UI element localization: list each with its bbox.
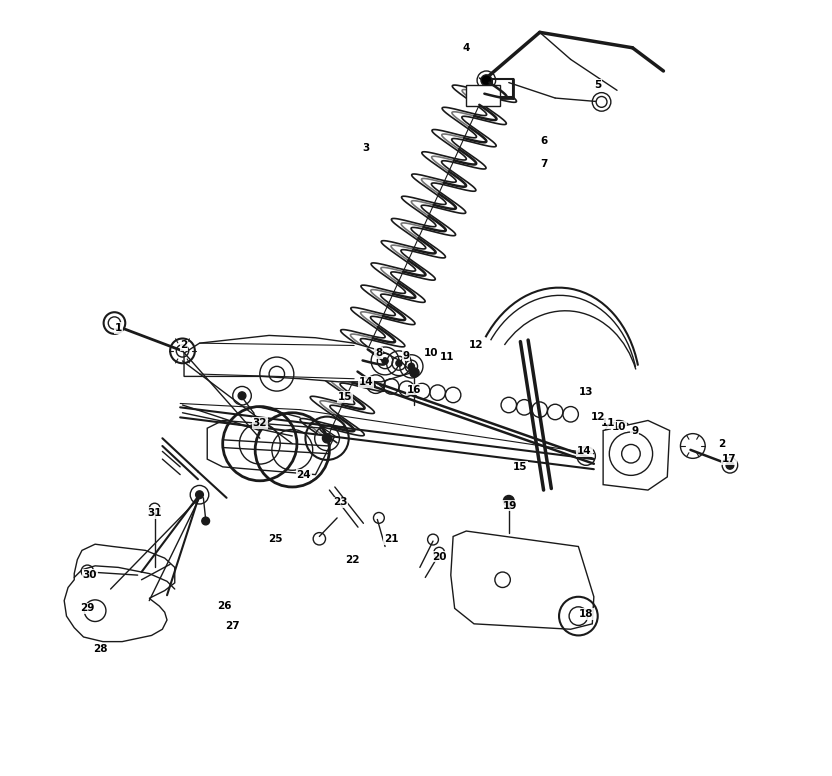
Text: 17: 17 xyxy=(722,454,736,464)
Text: 8: 8 xyxy=(375,348,383,359)
Text: 5: 5 xyxy=(594,80,602,90)
Circle shape xyxy=(616,431,622,438)
Polygon shape xyxy=(207,421,334,475)
Text: 10: 10 xyxy=(424,348,438,359)
Text: 28: 28 xyxy=(93,644,108,654)
Polygon shape xyxy=(451,531,594,629)
Text: 11: 11 xyxy=(601,417,615,428)
Text: 2: 2 xyxy=(718,438,725,449)
Text: 6: 6 xyxy=(540,136,547,146)
Circle shape xyxy=(104,312,126,334)
Text: 20: 20 xyxy=(432,552,447,562)
Text: 31: 31 xyxy=(147,508,162,518)
Polygon shape xyxy=(64,544,175,642)
Text: 10: 10 xyxy=(612,421,626,431)
Polygon shape xyxy=(603,421,670,490)
Text: 7: 7 xyxy=(540,159,547,168)
Text: 19: 19 xyxy=(503,501,518,511)
Circle shape xyxy=(597,96,607,107)
Text: 3: 3 xyxy=(362,144,369,154)
Circle shape xyxy=(409,363,414,369)
Circle shape xyxy=(726,462,734,469)
Text: 23: 23 xyxy=(333,497,348,508)
Text: 18: 18 xyxy=(579,609,593,618)
Text: 25: 25 xyxy=(268,534,283,544)
Circle shape xyxy=(628,435,634,442)
Text: 1: 1 xyxy=(115,323,122,333)
Circle shape xyxy=(481,74,492,85)
Circle shape xyxy=(722,458,738,473)
Circle shape xyxy=(410,368,419,377)
Circle shape xyxy=(640,439,646,445)
Text: 12: 12 xyxy=(469,341,483,351)
Polygon shape xyxy=(492,78,513,97)
Text: 14: 14 xyxy=(359,377,373,386)
Text: 13: 13 xyxy=(579,387,593,397)
Text: 2: 2 xyxy=(181,341,188,351)
Text: 21: 21 xyxy=(384,534,399,544)
Circle shape xyxy=(196,491,203,498)
Text: 22: 22 xyxy=(345,555,360,565)
Circle shape xyxy=(382,358,389,364)
Text: 29: 29 xyxy=(80,604,95,613)
Circle shape xyxy=(503,496,514,506)
Text: 24: 24 xyxy=(296,469,311,480)
Text: 11: 11 xyxy=(439,352,454,362)
Text: 9: 9 xyxy=(403,351,409,361)
Polygon shape xyxy=(184,335,412,382)
Circle shape xyxy=(202,517,210,525)
Text: 26: 26 xyxy=(217,601,231,611)
Circle shape xyxy=(323,434,332,443)
Polygon shape xyxy=(466,85,500,106)
Text: 12: 12 xyxy=(591,412,605,422)
Text: 16: 16 xyxy=(407,385,422,394)
Text: 27: 27 xyxy=(225,621,240,631)
Circle shape xyxy=(238,392,246,400)
Text: 32: 32 xyxy=(253,417,267,428)
Text: 30: 30 xyxy=(82,570,97,580)
Text: 14: 14 xyxy=(577,446,592,456)
Circle shape xyxy=(396,360,402,366)
Text: 15: 15 xyxy=(338,393,352,402)
Text: 9: 9 xyxy=(631,425,638,435)
Text: 15: 15 xyxy=(513,462,527,472)
Text: 4: 4 xyxy=(463,43,470,53)
